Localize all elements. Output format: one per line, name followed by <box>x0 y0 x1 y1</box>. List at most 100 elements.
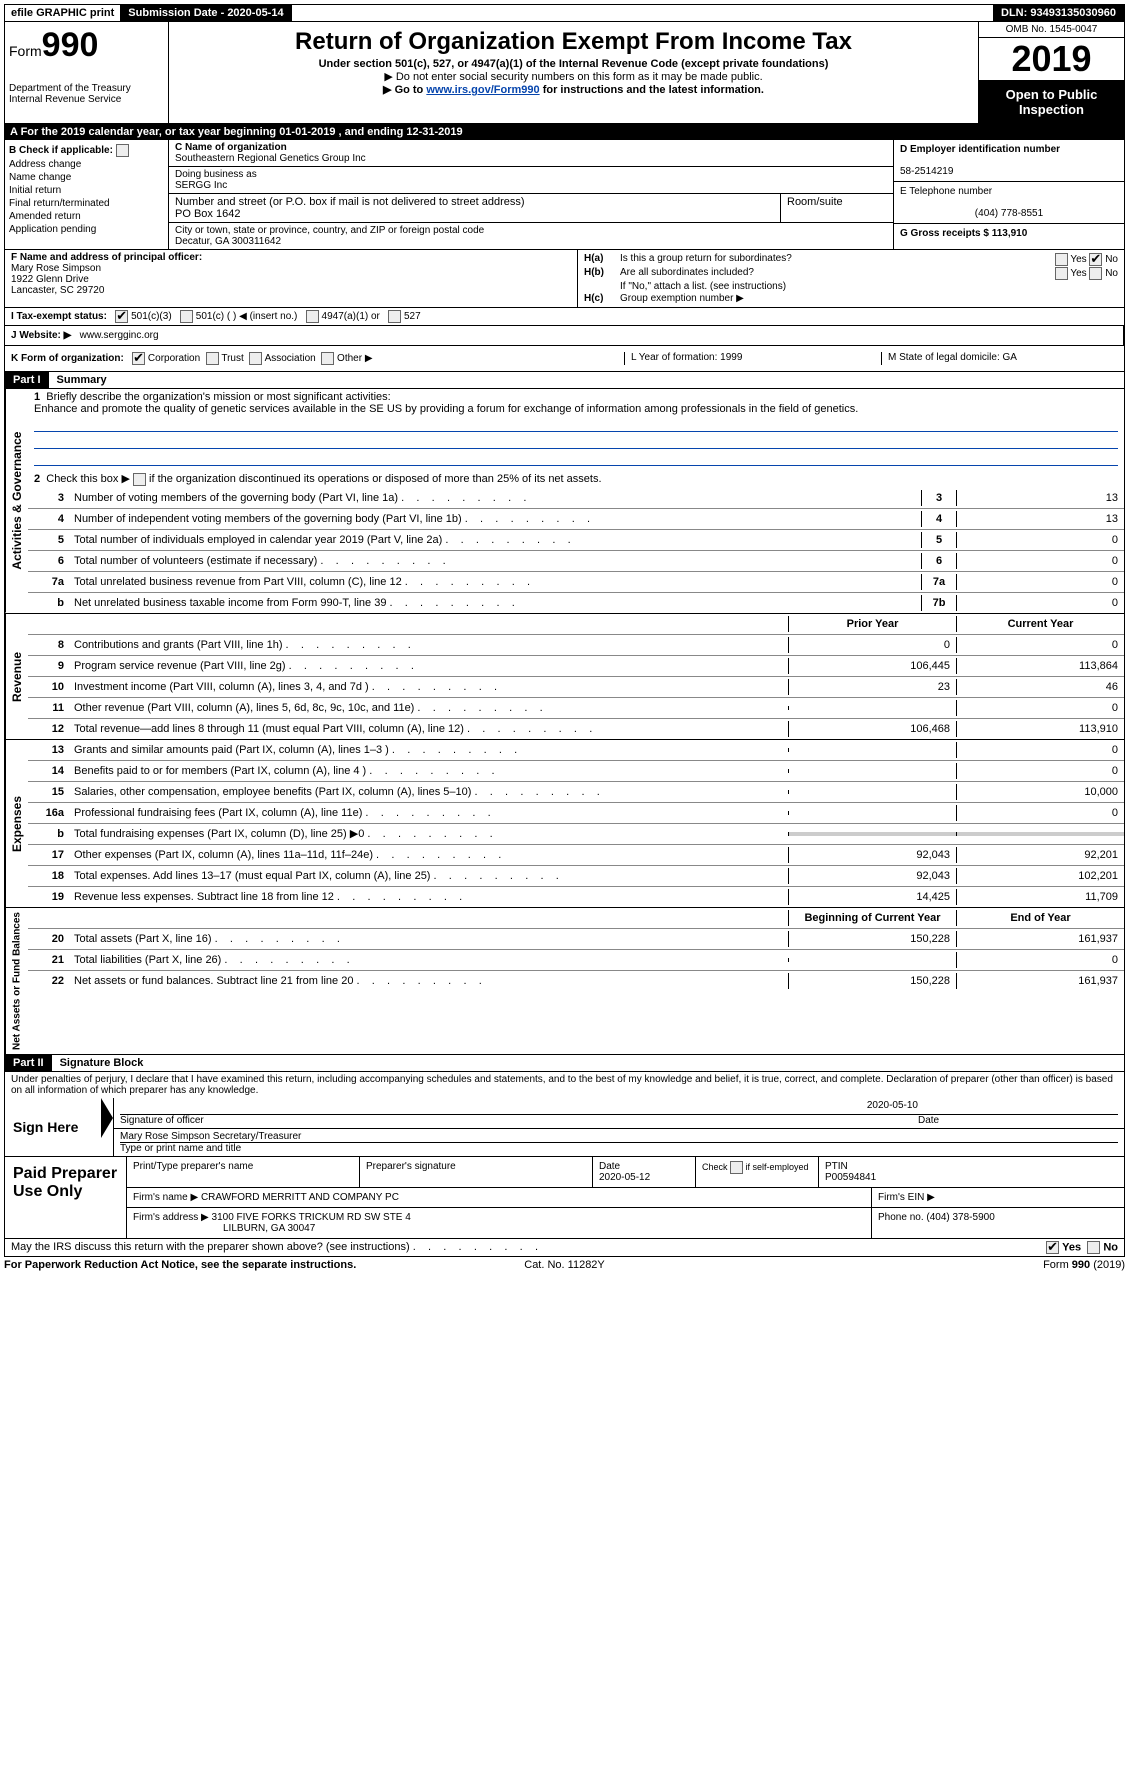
governance-section: Activities & Governance 1 Briefly descri… <box>4 389 1125 614</box>
prior-year-value: 92,043 <box>788 847 956 863</box>
line-text: Other expenses (Part IX, column (A), lin… <box>70 847 788 863</box>
prior-year-value <box>788 769 956 773</box>
current-year-value: 161,937 <box>956 931 1124 947</box>
hc-text: Group exemption number ▶ <box>620 293 1118 304</box>
prep-date: 2020-05-12 <box>599 1172 650 1183</box>
form-prefix: Form <box>9 43 42 59</box>
prior-year-value <box>788 811 956 815</box>
website-label: J Website: ▶ <box>11 330 71 341</box>
checkbox-icon[interactable] <box>1089 253 1102 266</box>
checkbox-icon[interactable] <box>115 310 128 323</box>
tax-year: 2019 <box>979 38 1124 81</box>
city-label: City or town, state or province, country… <box>175 225 484 236</box>
line-text: Professional fundraising fees (Part IX, … <box>70 805 788 821</box>
footer-left: For Paperwork Reduction Act Notice, see … <box>4 1259 378 1271</box>
irs-link[interactable]: www.irs.gov/Form990 <box>426 84 539 96</box>
firm-phone: Phone no. (404) 378-5900 <box>872 1208 1124 1238</box>
table-row: 18 Total expenses. Add lines 13–17 (must… <box>28 866 1124 887</box>
line-num: 22 <box>28 973 70 989</box>
line-text: Investment income (Part VIII, column (A)… <box>70 679 788 695</box>
table-row: 19 Revenue less expenses. Subtract line … <box>28 887 1124 907</box>
checkbox-icon[interactable] <box>730 1161 743 1174</box>
line-box: 5 <box>921 532 956 548</box>
col-prior-year: Prior Year <box>788 616 956 632</box>
checkbox-icon[interactable] <box>388 310 401 323</box>
prior-year-value <box>788 958 956 962</box>
prior-year-value: 106,445 <box>788 658 956 674</box>
current-year-value: 0 <box>956 742 1124 758</box>
table-row: 5 Total number of individuals employed i… <box>28 530 1124 551</box>
checkbox-icon[interactable] <box>1055 253 1068 266</box>
section-bcde: B Check if applicable: Address change Na… <box>4 140 1125 250</box>
column-f: F Name and address of principal officer:… <box>5 250 578 307</box>
city-state-zip: Decatur, GA 300311642 <box>175 236 281 247</box>
line2-block: 2 Check this box ▶ if the organization d… <box>28 470 1124 488</box>
prep-sig-label: Preparer's signature <box>360 1157 593 1187</box>
prep-name-label: Print/Type preparer's name <box>127 1157 360 1187</box>
line-num: 11 <box>28 700 70 716</box>
prior-year-value: 150,228 <box>788 973 956 989</box>
col-current-year: Current Year <box>956 616 1124 632</box>
col-end: End of Year <box>956 910 1124 926</box>
year-formation: L Year of formation: 1999 <box>624 352 881 365</box>
checkbox-icon[interactable] <box>321 352 334 365</box>
side-label-expenses: Expenses <box>5 740 28 907</box>
opt-501c: 501(c) ( ) ◀ (insert no.) <box>196 311 298 322</box>
form-header: Form990 Department of the Treasury Inter… <box>4 22 1125 124</box>
checkbox-icon[interactable] <box>116 144 129 157</box>
line-num: 5 <box>28 532 70 548</box>
table-row: 13 Grants and similar amounts paid (Part… <box>28 740 1124 761</box>
checkbox-icon[interactable] <box>1055 267 1068 280</box>
row-a-calendar-year: A For the 2019 calendar year, or tax yea… <box>4 124 1125 140</box>
checkbox-icon[interactable] <box>1087 1241 1100 1254</box>
checkbox-icon[interactable] <box>206 352 219 365</box>
line-text: Contributions and grants (Part VIII, lin… <box>70 637 788 653</box>
page-footer: For Paperwork Reduction Act Notice, see … <box>4 1257 1125 1273</box>
yes-label: Yes <box>1070 254 1086 265</box>
officer-addr1: 1922 Glenn Drive <box>11 274 89 285</box>
open-to-public: Open to Public Inspection <box>979 81 1124 123</box>
firm-addr1: 3100 FIVE FORKS TRICKUM RD SW STE 4 <box>212 1212 411 1223</box>
form-org-label: K Form of organization: <box>11 353 124 364</box>
opt-501c3: 501(c)(3) <box>131 311 172 322</box>
officer-label: F Name and address of principal officer: <box>11 252 202 263</box>
checkbox-icon[interactable] <box>306 310 319 323</box>
ptin-value: P00594841 <box>825 1172 876 1183</box>
line-num: 14 <box>28 763 70 779</box>
sub3-suffix: for instructions and the latest informat… <box>540 84 764 96</box>
line-text: Benefits paid to or for members (Part IX… <box>70 763 788 779</box>
line-num: 8 <box>28 637 70 653</box>
current-year-value: 0 <box>956 700 1124 716</box>
checkbox-icon[interactable] <box>132 352 145 365</box>
part-ii-title: Signature Block <box>52 1055 1124 1071</box>
no-label: No <box>1105 254 1118 265</box>
tax-exempt-label: I Tax-exempt status: <box>11 311 107 322</box>
checkbox-icon[interactable] <box>1046 1241 1059 1254</box>
side-label-netassets: Net Assets or Fund Balances <box>5 908 28 1054</box>
preparer-section: Paid Preparer Use Only Print/Type prepar… <box>4 1157 1125 1239</box>
checkbox-icon[interactable] <box>133 473 146 486</box>
dba-name: SERGG Inc <box>175 180 227 191</box>
table-row: 12 Total revenue—add lines 8 through 11 … <box>28 719 1124 739</box>
sig-officer-label: Signature of officer <box>120 1115 918 1126</box>
line-text: Total unrelated business revenue from Pa… <box>70 574 921 590</box>
officer-name: Mary Rose Simpson <box>11 263 101 274</box>
part-i-title: Summary <box>49 372 1124 388</box>
checkbox-icon[interactable] <box>180 310 193 323</box>
no-label: No <box>1105 268 1118 279</box>
subtitle-2: ▶ Do not enter social security numbers o… <box>173 70 974 83</box>
current-year-value: 11,709 <box>956 889 1124 905</box>
table-row: 6 Total number of volunteers (estimate i… <box>28 551 1124 572</box>
side-label-revenue: Revenue <box>5 614 28 739</box>
line-num: b <box>28 595 70 611</box>
line-num: 3 <box>28 490 70 506</box>
line-num: 7a <box>28 574 70 590</box>
checkbox-icon[interactable] <box>1089 267 1102 280</box>
current-year-value: 113,864 <box>956 658 1124 674</box>
row-k-form-org: K Form of organization: Corporation Trus… <box>4 346 1125 372</box>
line-text: Net unrelated business taxable income fr… <box>70 595 921 611</box>
table-row: 10 Investment income (Part VIII, column … <box>28 677 1124 698</box>
revenue-section: Revenue Prior Year Current Year 8 Contri… <box>4 614 1125 740</box>
table-row: 17 Other expenses (Part IX, column (A), … <box>28 845 1124 866</box>
checkbox-icon[interactable] <box>249 352 262 365</box>
